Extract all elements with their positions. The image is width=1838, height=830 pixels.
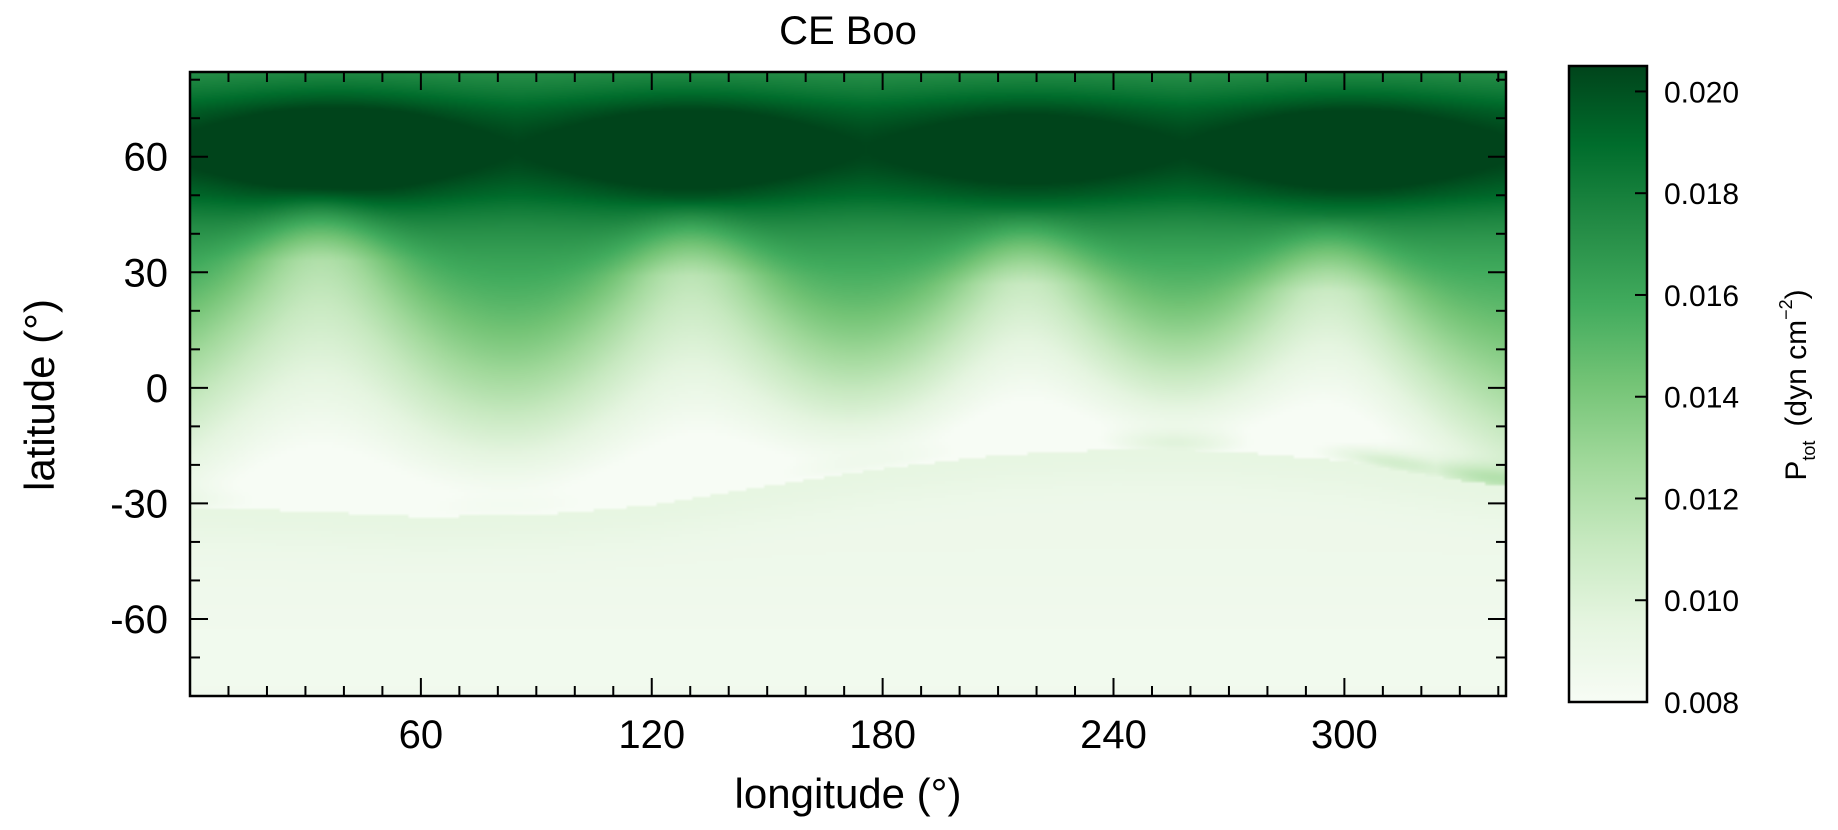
colorbar-label-close: ) (1780, 289, 1813, 299)
heatmap-layer (190, 72, 1506, 696)
colorbar-tick-label: 0.008 (1664, 687, 1739, 720)
y-tick-label: -60 (110, 598, 168, 642)
y-tick-label: 60 (124, 136, 169, 180)
x-tick-label: 180 (849, 713, 916, 757)
y-tick-labels: -60 -30 0 30 60 (110, 136, 168, 642)
x-axis-label: longitude (°) (735, 770, 962, 817)
plot-frame (188, 70, 1508, 698)
x-ticks (227, 72, 1500, 696)
x-tick-label: 120 (618, 713, 685, 757)
colorbar-tick-labels: 0.008 0.010 0.012 0.014 0.016 0.018 0.020 (1664, 76, 1739, 720)
colorbar-label: Ptot (dyn cm−2) (1776, 289, 1819, 480)
x-tick-label: 240 (1080, 713, 1147, 757)
x-tick-labels: 60 120 180 240 300 (399, 713, 1378, 757)
colorbar-label-sup: −2 (1776, 299, 1796, 320)
svg-text:Ptot(dyn cm−2): Ptot (dyn cm−2) (1776, 289, 1819, 480)
colorbar (1569, 66, 1647, 702)
colorbar-label-sub: tot (1799, 441, 1819, 461)
x-tick-label: 60 (399, 713, 444, 757)
colorbar-tick-label: 0.018 (1664, 178, 1739, 211)
x-tick-label: 300 (1311, 713, 1378, 757)
y-axis-label: latitude (°) (16, 299, 63, 491)
colorbar-label-main: P (1780, 461, 1813, 481)
colorbar-tick-label: 0.016 (1664, 280, 1739, 313)
y-tick-label: 0 (146, 367, 168, 411)
colorbar-tick-label: 0.010 (1664, 585, 1739, 618)
chart-title: CE Boo (779, 9, 917, 53)
colorbar-tick-label: 0.012 (1664, 483, 1739, 516)
colorbar-tick-label: 0.020 (1664, 76, 1739, 109)
colorbar-frame (1567, 64, 1649, 704)
colorbar-ticks (1635, 90, 1647, 703)
heatmap-image (190, 72, 1506, 696)
colorbar-tick-label: 0.014 (1664, 382, 1739, 415)
colorbar-label-unit: (dyn cm (1780, 320, 1813, 427)
y-tick-label: -30 (110, 482, 168, 526)
y-ticks (190, 78, 1506, 659)
y-tick-label: 30 (124, 251, 169, 295)
